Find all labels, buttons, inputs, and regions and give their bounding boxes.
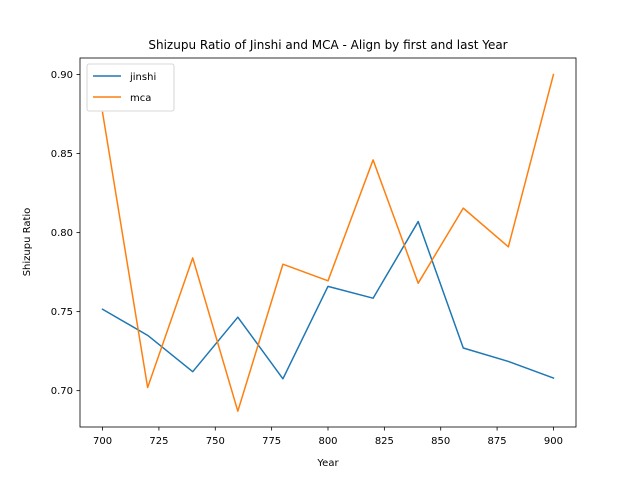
legend-label-mca: mca (130, 93, 151, 104)
y-tick-label: 0.70 (51, 386, 73, 397)
series-line-mca (101, 73, 555, 412)
y-tick-label: 0.90 (51, 70, 73, 81)
x-tick-label: 900 (544, 436, 563, 447)
x-tick-label: 775 (262, 436, 281, 447)
x-tick-label: 725 (149, 436, 168, 447)
x-tick-label: 700 (93, 436, 112, 447)
x-axis: 700 725 750 775 800 825 850 875 900 (93, 427, 563, 447)
x-tick-label: 850 (431, 436, 450, 447)
x-axis-title: Year (316, 458, 339, 469)
chart-title: Shizupu Ratio of Jinshi and MCA - Align … (148, 38, 507, 52)
series-layer (101, 73, 555, 412)
x-tick-label: 750 (206, 436, 225, 447)
y-tick-label: 0.80 (51, 228, 73, 239)
x-tick-label: 800 (318, 436, 337, 447)
y-axis-title: Shizupu Ratio (22, 208, 33, 277)
y-tick-label: 0.75 (51, 307, 73, 318)
x-tick-label: 875 (488, 436, 507, 447)
series-line-jinshi (101, 220, 555, 380)
y-tick-label: 0.85 (51, 149, 73, 160)
legend-label-jinshi: jinshi (129, 72, 156, 83)
x-tick-label: 825 (375, 436, 394, 447)
y-axis: 0.70 0.75 0.80 0.85 0.90 (51, 70, 80, 397)
legend: jinshi mca (86, 63, 175, 112)
